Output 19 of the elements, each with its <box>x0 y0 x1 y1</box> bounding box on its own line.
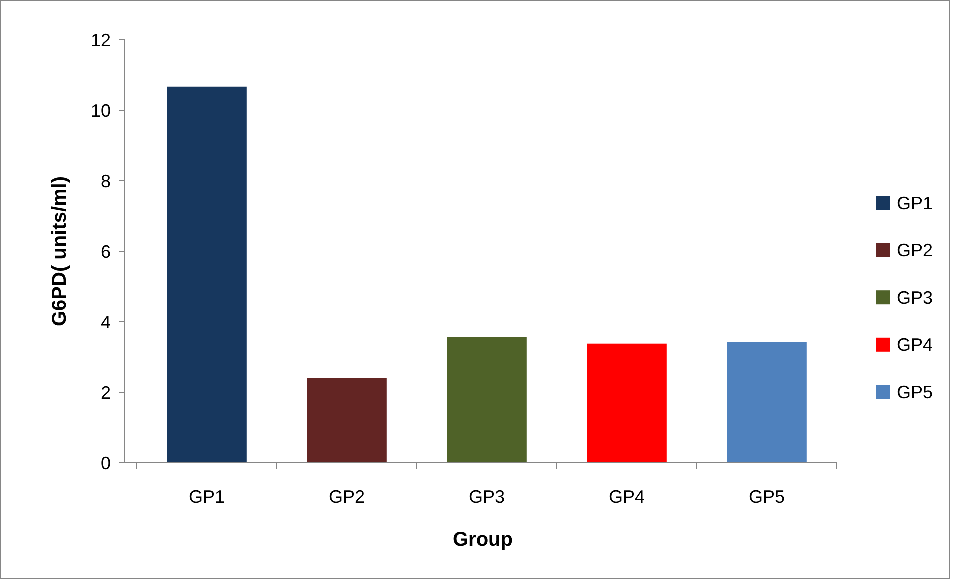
y-axis-title: G6PD( units/ml) <box>49 176 71 327</box>
legend-label: GP3 <box>897 288 934 308</box>
y-tick-label: 10 <box>90 100 111 121</box>
x-axis-title: Group <box>453 529 513 551</box>
x-tick-label: GP5 <box>748 487 786 507</box>
x-tick-label: GP3 <box>468 487 506 507</box>
x-tick-label: GP4 <box>608 487 646 507</box>
x-tick-label: GP2 <box>328 487 366 507</box>
y-tick-label: 12 <box>90 30 111 50</box>
y-tick-label: 4 <box>100 312 111 332</box>
x-tick-label: GP1 <box>188 487 226 507</box>
legend-label: GP5 <box>897 382 934 402</box>
y-tick-label: 2 <box>100 382 111 403</box>
legend-label: GP4 <box>897 335 934 356</box>
y-tick-label: 0 <box>100 453 111 474</box>
legend-label: GP1 <box>897 193 934 214</box>
y-tick-label: 6 <box>100 242 111 262</box>
y-tick-label: 8 <box>100 171 111 192</box>
legend-label: GP2 <box>897 240 934 261</box>
